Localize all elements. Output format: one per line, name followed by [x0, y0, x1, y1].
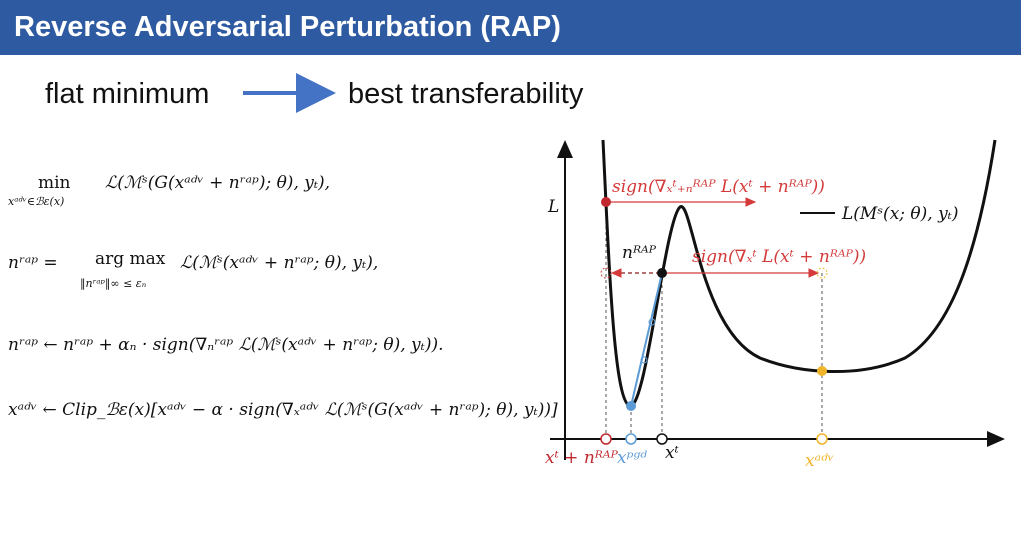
eq-sub: ‖nʳᵃᵖ‖∞ ≤ εₙ	[80, 277, 146, 291]
tagline-left: flat minimum	[45, 78, 209, 110]
loss-curve	[601, 139, 997, 408]
arrow-label: sign(∇ₓᵗ₊ₙᴿᴬᴾ L(xᵗ + nᴿᴬᴾ))	[612, 177, 825, 197]
point-label: nᴿᴬᴾ	[622, 243, 657, 263]
point	[648, 318, 656, 326]
equation: nʳᵃᵖ ← nʳᵃᵖ + αₙ · sign(∇ₙʳᵃᵖ ℒ(ℳˢ(xᵃᵈᵛ …	[8, 335, 444, 355]
equation: xᵃᵈᵛ ← Clip_ℬε(x)[xᵃᵈᵛ − α · sign(∇ₓᵃᵈᵛ …	[8, 400, 558, 420]
point	[626, 401, 636, 411]
x-label: xᵃᵈᵛ	[805, 451, 834, 471]
eq-lhs: nʳᵃᵖ =	[8, 253, 58, 273]
point	[600, 267, 612, 279]
point	[625, 433, 637, 445]
arrow-label: sign(∇ₓᵗ L(xᵗ + nᴿᴬᴾ))	[692, 247, 866, 267]
x-label: xᵗ	[665, 443, 680, 463]
y-axis-label: L	[547, 197, 559, 217]
pgd-path	[630, 272, 663, 407]
point	[657, 268, 667, 278]
guide-lines	[605, 202, 823, 439]
tagline-right: best transferability	[348, 78, 584, 110]
x-label: xᵖᵍᵈ	[617, 448, 647, 468]
point	[601, 197, 611, 207]
eq-op: min	[38, 173, 71, 193]
point	[600, 433, 612, 445]
slide-title: Reverse Adversarial Perturbation (RAP)	[14, 11, 561, 43]
x-label: xᵗ + nᴿᴬᴾ	[545, 448, 619, 468]
eq-op: arg max	[95, 249, 166, 269]
point	[817, 366, 827, 376]
eq-sub: xᵃᵈᵛ∈ℬε(x)	[8, 195, 64, 208]
diagram: L sign(∇ₓᵗ₊ₙᴿᴬᴾ L(xᵗ + nᴿᴬᴾ)) sign(∇ₓᵗ L…	[545, 139, 1005, 471]
point	[816, 433, 828, 445]
legend-label: L(Mˢ(x; θ), yₜ)	[841, 204, 959, 224]
point	[816, 267, 828, 279]
point	[640, 356, 648, 364]
header-bar	[0, 0, 1021, 55]
equation: ℒ(ℳˢ(G(xᵃᵈᵛ + nʳᵃᵖ); θ), yₜ),	[105, 173, 330, 193]
equation: ℒ(ℳˢ(xᵃᵈᵛ + nʳᵃᵖ; θ), yₜ),	[180, 253, 378, 273]
point	[656, 433, 668, 445]
